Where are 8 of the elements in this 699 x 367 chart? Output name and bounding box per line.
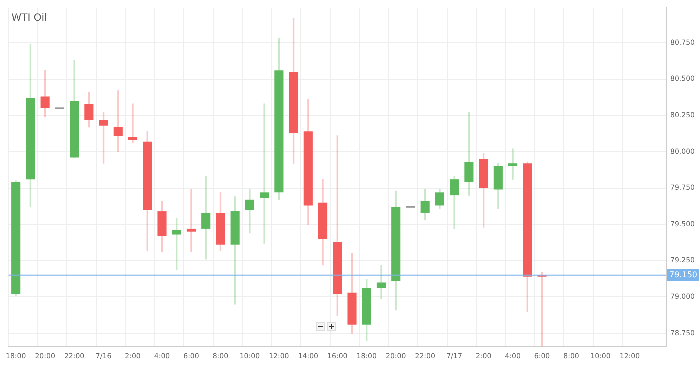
candlestick: [260, 104, 270, 244]
candlestick: [128, 104, 138, 144]
candlestick: [376, 264, 386, 299]
candlestick: [508, 148, 518, 180]
text: WTI Oil: [12, 12, 48, 24]
ref-line-label: 79.150: [670, 270, 698, 280]
candlestick: [245, 189, 254, 234]
candlestick: [186, 189, 196, 253]
